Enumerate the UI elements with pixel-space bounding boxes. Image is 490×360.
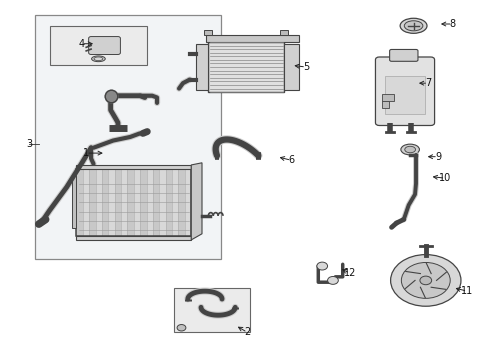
Bar	[76, 235, 191, 240]
Circle shape	[420, 276, 432, 285]
Bar	[206, 36, 299, 42]
Bar	[76, 165, 191, 169]
Bar	[196, 44, 208, 90]
Circle shape	[391, 255, 461, 306]
Circle shape	[177, 324, 186, 331]
Text: 6: 6	[288, 155, 294, 165]
Bar	[382, 94, 394, 101]
Bar	[166, 169, 172, 235]
Bar	[127, 169, 134, 235]
Bar	[83, 169, 89, 235]
Text: 9: 9	[435, 152, 441, 162]
Text: 1: 1	[83, 148, 89, 158]
Bar	[102, 169, 108, 235]
Bar	[35, 15, 220, 259]
Bar	[134, 169, 140, 235]
Bar	[174, 288, 250, 332]
Bar	[115, 169, 121, 235]
Text: 2: 2	[245, 327, 250, 337]
Bar	[153, 169, 159, 235]
Bar	[208, 42, 284, 92]
Bar	[185, 169, 191, 235]
Bar	[89, 169, 96, 235]
Ellipse shape	[92, 56, 105, 62]
Bar	[76, 169, 83, 235]
Ellipse shape	[401, 144, 419, 155]
Ellipse shape	[404, 21, 423, 31]
Circle shape	[328, 276, 338, 284]
Text: 12: 12	[344, 268, 356, 278]
FancyBboxPatch shape	[390, 49, 418, 61]
Bar	[172, 169, 178, 235]
Text: 10: 10	[439, 173, 451, 183]
Bar	[72, 176, 76, 228]
Bar	[147, 169, 153, 235]
Bar	[280, 30, 288, 36]
Text: 4: 4	[78, 39, 84, 49]
Bar	[140, 169, 147, 235]
FancyBboxPatch shape	[375, 57, 435, 126]
Bar	[204, 30, 212, 36]
Ellipse shape	[400, 18, 427, 33]
Text: 11: 11	[461, 286, 473, 296]
Bar	[96, 169, 102, 235]
FancyBboxPatch shape	[89, 37, 121, 54]
Bar	[159, 169, 166, 235]
Text: 8: 8	[450, 19, 456, 29]
Bar	[385, 76, 425, 114]
Bar	[108, 169, 115, 235]
Bar	[76, 169, 191, 235]
Bar	[382, 101, 389, 108]
Bar	[284, 44, 299, 90]
Text: 3: 3	[26, 139, 32, 149]
Bar	[49, 26, 147, 65]
Polygon shape	[191, 163, 202, 240]
Text: 5: 5	[303, 62, 309, 72]
Ellipse shape	[405, 146, 416, 153]
Circle shape	[401, 262, 450, 298]
Text: 7: 7	[425, 78, 431, 88]
Bar	[121, 169, 127, 235]
Ellipse shape	[94, 57, 103, 60]
Circle shape	[317, 262, 328, 270]
Bar	[178, 169, 185, 235]
